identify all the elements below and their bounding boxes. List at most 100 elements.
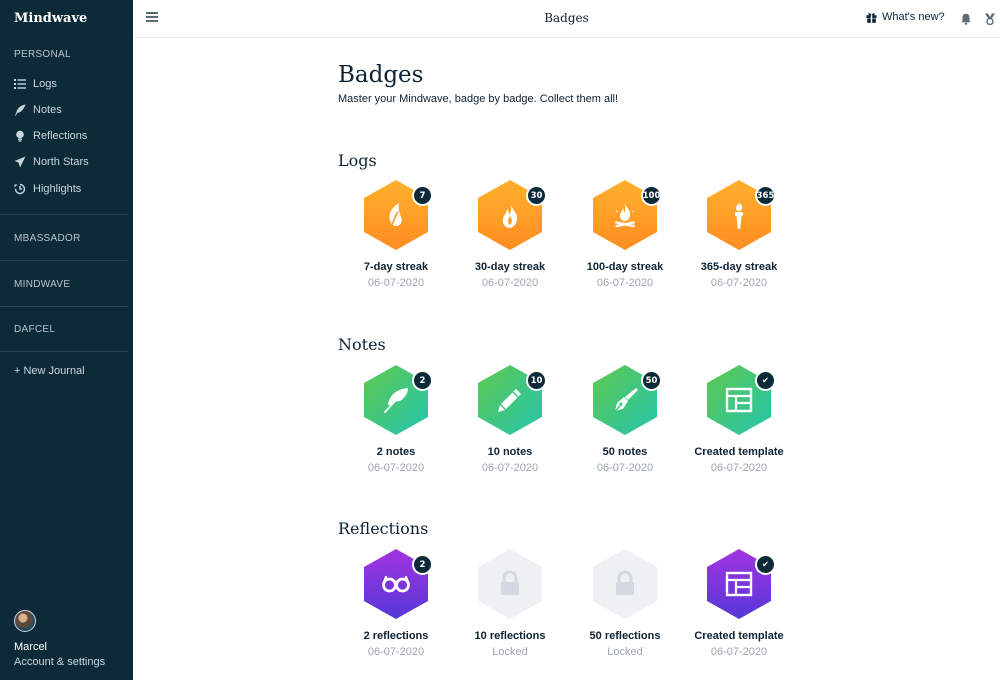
badge-50-notes[interactable]: 50 50 notes 06-07-2020 <box>570 364 680 494</box>
sidebar-item-label: Highlights <box>33 183 82 195</box>
badge-name: 2 notes <box>376 446 416 458</box>
badge-hexagon: 7 <box>362 179 433 251</box>
badge-hexagon-locked <box>476 548 544 620</box>
page-title: Badges <box>338 62 424 88</box>
avatar[interactable] <box>14 610 36 632</box>
leaf-icon <box>381 200 411 230</box>
badge-10-notes[interactable]: 10 10 notes 06-07-2020 <box>455 364 565 494</box>
badge-hexagon: ✔ <box>705 364 776 436</box>
template-icon <box>724 385 754 415</box>
badge-name: 30-day streak <box>474 261 546 273</box>
badge-count: 2 <box>412 554 433 575</box>
badge-100-day-streak[interactable]: 100 100-day streak 06-07-2020 <box>570 179 680 309</box>
badge-hexagon: 365 <box>705 179 776 251</box>
pen-nib-icon <box>610 385 640 415</box>
pencil-icon <box>495 385 525 415</box>
list-icon <box>14 78 26 90</box>
badge-date: 06-07-2020 <box>481 462 539 474</box>
badge-name: Created template <box>694 630 784 642</box>
badge-name: 100-day streak <box>586 261 664 273</box>
badge-count: 10 <box>526 370 547 391</box>
badge-30-day-streak[interactable]: 30 30-day streak 06-07-2020 <box>455 179 565 309</box>
badge-count: 2 <box>412 370 433 391</box>
badge-count: 365 <box>755 185 776 206</box>
journal-mbassador[interactable]: MBASSADOR <box>14 233 81 244</box>
badge-date: 06-07-2020 <box>710 277 768 289</box>
user-name: Marcel <box>14 641 48 653</box>
user-menu[interactable]: Marcel Account & settings <box>14 610 105 668</box>
brand-logo[interactable]: Mindwave <box>14 11 88 26</box>
history-icon <box>14 183 26 195</box>
badge-date: 06-07-2020 <box>481 277 539 289</box>
badge-name: 365-day streak <box>700 261 778 273</box>
sidebar: Mindwave PERSONAL Logs Notes Reflections… <box>0 0 133 680</box>
top-bar-title: Badges <box>544 11 589 25</box>
badge-status: Locked <box>607 646 643 658</box>
badge-hexagon: 100 <box>591 179 662 251</box>
divider <box>0 306 128 307</box>
lock-icon <box>495 569 525 599</box>
group-title-notes: Notes <box>338 335 386 354</box>
sidebar-item-label: North Stars <box>33 156 89 168</box>
badge-hexagon: ✔ <box>705 548 776 620</box>
paper-plane-icon <box>14 156 26 168</box>
badge-date: 06-07-2020 <box>596 462 654 474</box>
account-settings-link[interactable]: Account & settings <box>14 656 106 668</box>
campfire-icon <box>610 200 640 230</box>
badge-name: 7-day streak <box>363 261 429 273</box>
badge-365-day-streak[interactable]: 365 365-day streak 06-07-2020 <box>684 179 794 309</box>
sidebar-item-label: Notes <box>33 104 62 116</box>
badges-icon[interactable] <box>984 12 996 26</box>
badge-count: 50 <box>641 370 662 391</box>
badge-hexagon: 2 <box>362 548 433 620</box>
glasses-icon <box>381 569 411 599</box>
badge-hexagon: 50 <box>591 364 662 436</box>
sidebar-item-label: Logs <box>33 78 57 90</box>
badge-date: 06-07-2020 <box>367 277 425 289</box>
badge-count: 100 <box>641 185 662 206</box>
badge-name: 10 notes <box>487 446 533 458</box>
badge-50-reflections-locked[interactable]: 50 reflections Locked <box>570 548 680 678</box>
badge-name: 10 reflections <box>474 630 546 642</box>
sidebar-item-highlights[interactable]: Highlights <box>14 179 126 199</box>
template-icon <box>724 569 754 599</box>
section-label-personal: PERSONAL <box>14 49 71 60</box>
badge-count: 7 <box>412 185 433 206</box>
check-icon: ✔ <box>755 370 776 391</box>
badge-name: 50 reflections <box>589 630 661 642</box>
badge-created-template-notes[interactable]: ✔ Created template 06-07-2020 <box>684 364 794 494</box>
gift-icon <box>866 12 877 23</box>
sidebar-item-notes[interactable]: Notes <box>14 100 126 120</box>
divider <box>0 351 128 352</box>
badge-2-reflections[interactable]: 2 2 reflections 06-07-2020 <box>341 548 451 678</box>
whats-new-label: What's new? <box>882 11 945 23</box>
badge-hexagon-locked <box>591 548 659 620</box>
feather-icon <box>381 385 411 415</box>
sidebar-item-reflections[interactable]: Reflections <box>14 126 126 146</box>
badge-date: 06-07-2020 <box>710 646 768 658</box>
divider <box>0 260 128 261</box>
sidebar-item-logs[interactable]: Logs <box>14 74 126 94</box>
badge-10-reflections-locked[interactable]: 10 reflections Locked <box>455 548 565 678</box>
flame-icon <box>495 200 525 230</box>
hamburger-menu-icon[interactable] <box>146 12 158 24</box>
badge-name: 50 notes <box>602 446 648 458</box>
lock-icon <box>610 569 640 599</box>
badge-date: 06-07-2020 <box>710 462 768 474</box>
badge-hexagon: 30 <box>476 179 547 251</box>
badge-2-notes[interactable]: 2 2 notes 06-07-2020 <box>341 364 451 494</box>
badge-created-template-reflections[interactable]: ✔ Created template 06-07-2020 <box>684 548 794 678</box>
journal-dafcel[interactable]: DAFCEL <box>14 324 56 335</box>
badge-count: 30 <box>526 185 547 206</box>
whats-new-button[interactable]: What's new? <box>866 11 945 23</box>
sidebar-item-label: Reflections <box>33 130 88 142</box>
badge-date: 06-07-2020 <box>596 277 654 289</box>
check-icon: ✔ <box>755 554 776 575</box>
badge-7-day-streak[interactable]: 7 7-day streak 06-07-2020 <box>341 179 451 309</box>
bell-icon[interactable] <box>960 12 972 25</box>
torch-icon <box>724 200 754 230</box>
badge-name: Created template <box>694 446 784 458</box>
new-journal-button[interactable]: + New Journal <box>14 365 85 377</box>
sidebar-item-north-stars[interactable]: North Stars <box>14 152 126 172</box>
journal-mindwave[interactable]: MINDWAVE <box>14 279 71 290</box>
